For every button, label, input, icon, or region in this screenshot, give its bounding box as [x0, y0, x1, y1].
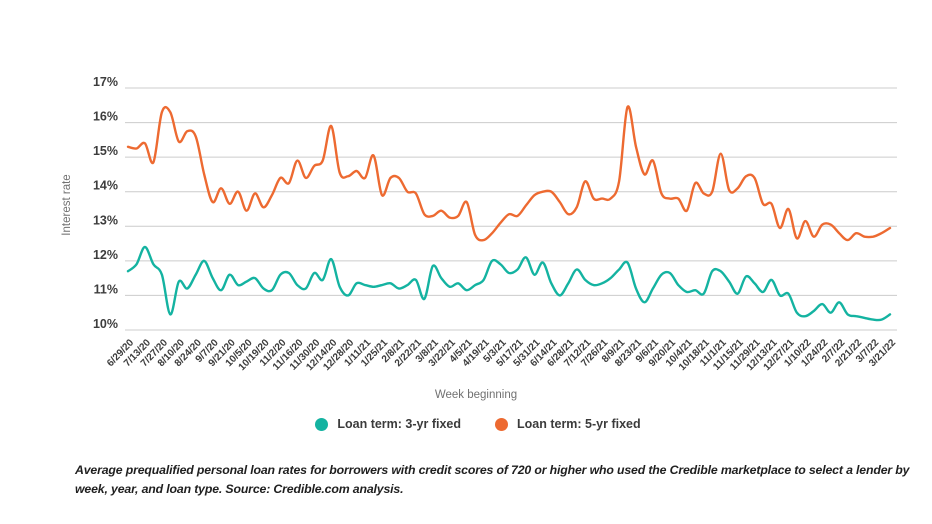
legend-label-5yr: Loan term: 5-yr fixed [517, 417, 641, 431]
chart-legend: Loan term: 3-yr fixed Loan term: 5-yr fi… [12, 417, 932, 431]
line-5yr-fixed [126, 105, 892, 242]
legend-dot-3yr-icon [315, 417, 329, 431]
y-tick-label: 14% [93, 179, 118, 193]
legend-dot-5yr-icon [495, 417, 508, 431]
x-axis-title: Week beginning [434, 389, 518, 401]
line-3yr-fixed [126, 245, 892, 322]
y-tick-label: 12% [93, 248, 118, 262]
y-tick-label: 10% [93, 317, 118, 331]
legend-label-3yr: Loan term: 3-yr fixed [337, 417, 461, 431]
y-axis-title: Interest rate [61, 174, 73, 236]
y-tick-label: 16% [93, 110, 118, 124]
y-tick-label: 11% [94, 282, 118, 296]
source-caption: Average prequalified personal loan rates… [75, 463, 910, 497]
legend-item-3yr-fixed: Loan term: 3-yr fixed [315, 417, 461, 431]
rates-line-chart: 17%16%15%14%13%12%11%10%6/29/207/13/207/… [93, 75, 898, 373]
y-tick-label: 15% [93, 144, 118, 158]
legend-item-5yr-fixed: Loan term: 5-yr fixed [495, 417, 641, 431]
y-tick-label: 13% [93, 213, 118, 227]
y-tick-label: 17% [93, 75, 118, 89]
